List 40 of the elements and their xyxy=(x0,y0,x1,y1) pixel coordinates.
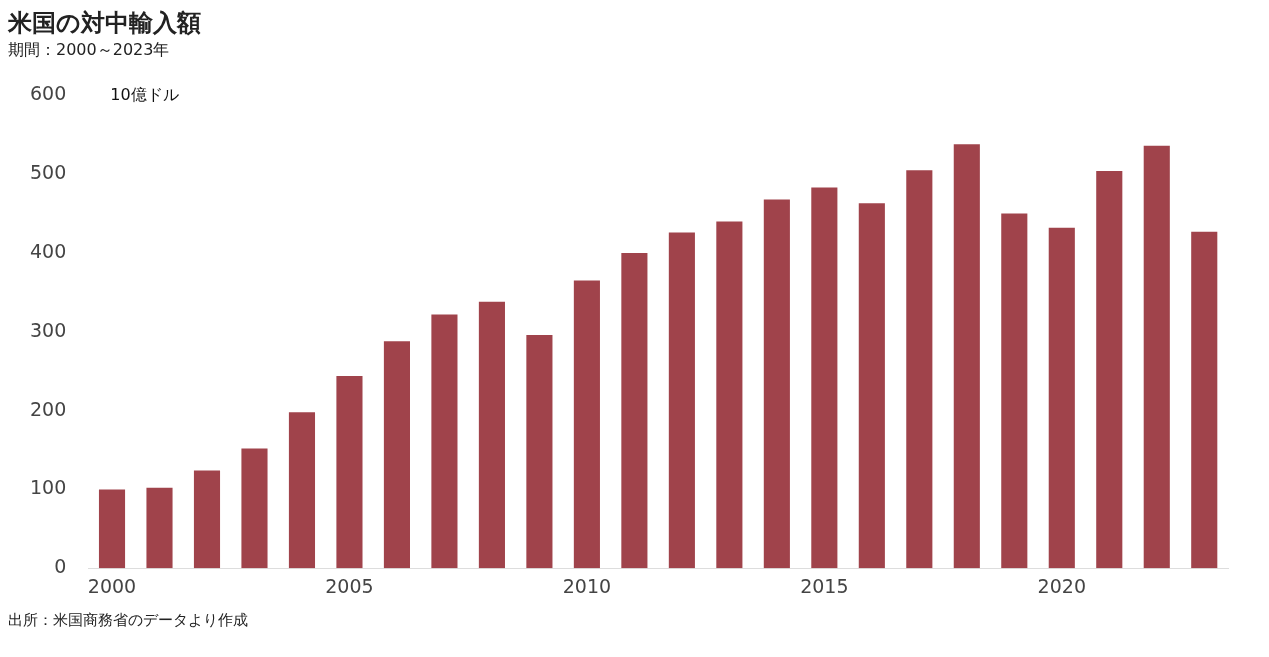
chart-subtitle: 期間：2000～2023年 xyxy=(8,39,171,61)
y-tick-label: 0 xyxy=(54,555,67,578)
bar xyxy=(526,334,553,569)
bar xyxy=(383,341,410,569)
x-tick-label: 2015 xyxy=(800,574,849,597)
bar xyxy=(336,375,363,569)
bar xyxy=(763,199,790,569)
bar xyxy=(573,280,600,569)
bar xyxy=(1143,145,1170,569)
bar xyxy=(431,314,458,569)
bar xyxy=(98,489,126,569)
bar xyxy=(288,412,316,569)
bar xyxy=(1191,231,1218,569)
y-tick-label: 400 xyxy=(30,239,67,262)
x-tick-label: 2000 xyxy=(87,574,137,597)
bar xyxy=(953,144,980,569)
bar xyxy=(858,203,885,569)
bar xyxy=(241,448,268,569)
y-tick-label: 500 xyxy=(30,161,67,184)
bar xyxy=(716,221,743,569)
chart-title: 米国の対中輸入額 xyxy=(8,8,202,38)
x-tick-label: 2020 xyxy=(1037,574,1086,597)
bar xyxy=(668,232,695,569)
y-tick-label: 300 xyxy=(30,318,67,341)
bar xyxy=(811,187,838,569)
x-tick-label: 2010 xyxy=(562,574,612,597)
bar xyxy=(1048,227,1075,569)
y-tick-label: 100 xyxy=(30,476,67,499)
bar xyxy=(478,301,505,569)
bar xyxy=(193,470,221,569)
y-tick-label: 600 xyxy=(30,82,67,105)
text: 出所：米国商務省のデータより作成 xyxy=(8,610,249,631)
bar xyxy=(906,170,933,569)
bar xyxy=(146,487,173,569)
y-tick-label: 200 xyxy=(30,397,67,420)
bar xyxy=(1001,213,1028,569)
x-tick-label: 2005 xyxy=(325,574,374,597)
bar xyxy=(621,253,648,569)
bar xyxy=(1096,171,1123,569)
y-axis-title: 10億ドル xyxy=(110,84,179,104)
